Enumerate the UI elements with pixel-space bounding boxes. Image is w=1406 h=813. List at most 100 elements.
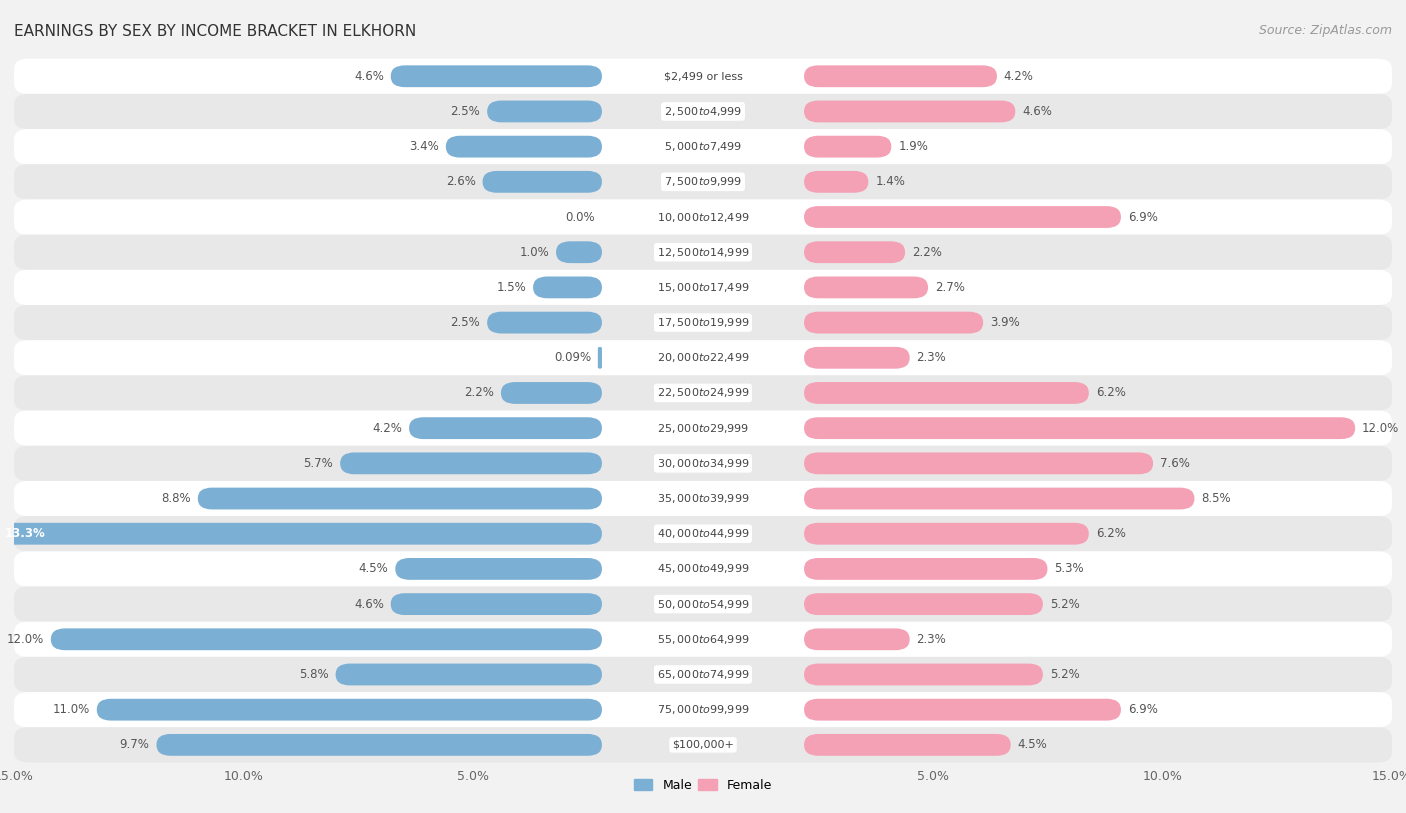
FancyBboxPatch shape: [482, 171, 602, 193]
FancyBboxPatch shape: [14, 622, 1392, 657]
Text: $50,000 to $54,999: $50,000 to $54,999: [657, 598, 749, 611]
Text: 2.2%: 2.2%: [464, 386, 494, 399]
Text: 7.6%: 7.6%: [1160, 457, 1189, 470]
FancyBboxPatch shape: [804, 488, 1195, 510]
FancyBboxPatch shape: [804, 276, 928, 298]
FancyBboxPatch shape: [391, 65, 602, 87]
Text: 2.3%: 2.3%: [917, 351, 946, 364]
Text: 5.2%: 5.2%: [1050, 668, 1080, 681]
Text: 5.2%: 5.2%: [1050, 598, 1080, 611]
FancyBboxPatch shape: [51, 628, 602, 650]
Text: 5.8%: 5.8%: [299, 668, 329, 681]
FancyBboxPatch shape: [486, 101, 602, 123]
FancyBboxPatch shape: [395, 558, 602, 580]
FancyBboxPatch shape: [804, 523, 1088, 545]
Text: $55,000 to $64,999: $55,000 to $64,999: [657, 633, 749, 646]
FancyBboxPatch shape: [340, 453, 602, 474]
Text: 4.6%: 4.6%: [354, 70, 384, 83]
FancyBboxPatch shape: [804, 171, 869, 193]
FancyBboxPatch shape: [14, 692, 1392, 728]
Text: 8.5%: 8.5%: [1201, 492, 1232, 505]
Text: 2.2%: 2.2%: [912, 246, 942, 259]
FancyBboxPatch shape: [14, 235, 1392, 270]
FancyBboxPatch shape: [804, 136, 891, 158]
Text: 3.4%: 3.4%: [409, 140, 439, 153]
FancyBboxPatch shape: [804, 663, 1043, 685]
Text: 1.5%: 1.5%: [496, 281, 526, 294]
Text: 1.0%: 1.0%: [519, 246, 550, 259]
FancyBboxPatch shape: [804, 65, 997, 87]
Text: $75,000 to $99,999: $75,000 to $99,999: [657, 703, 749, 716]
Text: 4.2%: 4.2%: [1004, 70, 1033, 83]
Text: $30,000 to $34,999: $30,000 to $34,999: [657, 457, 749, 470]
FancyBboxPatch shape: [598, 347, 602, 368]
FancyBboxPatch shape: [14, 516, 1392, 551]
FancyBboxPatch shape: [14, 551, 1392, 586]
FancyBboxPatch shape: [486, 311, 602, 333]
FancyBboxPatch shape: [804, 698, 1121, 720]
FancyBboxPatch shape: [14, 728, 1392, 763]
FancyBboxPatch shape: [804, 453, 1153, 474]
FancyBboxPatch shape: [533, 276, 602, 298]
Text: 13.3%: 13.3%: [4, 527, 45, 540]
FancyBboxPatch shape: [501, 382, 602, 404]
FancyBboxPatch shape: [409, 417, 602, 439]
FancyBboxPatch shape: [804, 241, 905, 263]
Text: 5.7%: 5.7%: [304, 457, 333, 470]
FancyBboxPatch shape: [14, 305, 1392, 340]
FancyBboxPatch shape: [14, 164, 1392, 199]
FancyBboxPatch shape: [804, 628, 910, 650]
Text: $2,499 or less: $2,499 or less: [664, 72, 742, 81]
FancyBboxPatch shape: [14, 411, 1392, 446]
FancyBboxPatch shape: [804, 417, 1355, 439]
Text: 9.7%: 9.7%: [120, 738, 149, 751]
Text: 0.09%: 0.09%: [554, 351, 591, 364]
Text: $5,000 to $7,499: $5,000 to $7,499: [664, 140, 742, 153]
Text: 1.4%: 1.4%: [875, 176, 905, 189]
Text: 12.0%: 12.0%: [1362, 422, 1399, 435]
Text: $20,000 to $22,499: $20,000 to $22,499: [657, 351, 749, 364]
FancyBboxPatch shape: [198, 488, 602, 510]
FancyBboxPatch shape: [14, 129, 1392, 164]
Text: 2.5%: 2.5%: [450, 316, 481, 329]
Text: 4.5%: 4.5%: [359, 563, 388, 576]
Text: 4.2%: 4.2%: [373, 422, 402, 435]
Text: $2,500 to $4,999: $2,500 to $4,999: [664, 105, 742, 118]
FancyBboxPatch shape: [804, 734, 1011, 756]
Text: 2.3%: 2.3%: [917, 633, 946, 646]
Text: Source: ZipAtlas.com: Source: ZipAtlas.com: [1258, 24, 1392, 37]
Text: 11.0%: 11.0%: [52, 703, 90, 716]
FancyBboxPatch shape: [804, 593, 1043, 615]
FancyBboxPatch shape: [14, 586, 1392, 622]
Text: 2.6%: 2.6%: [446, 176, 475, 189]
Text: $25,000 to $29,999: $25,000 to $29,999: [657, 422, 749, 435]
Text: 2.7%: 2.7%: [935, 281, 965, 294]
FancyBboxPatch shape: [804, 558, 1047, 580]
Text: 6.9%: 6.9%: [1128, 703, 1157, 716]
FancyBboxPatch shape: [97, 698, 602, 720]
Text: $45,000 to $49,999: $45,000 to $49,999: [657, 563, 749, 576]
Text: 4.6%: 4.6%: [354, 598, 384, 611]
Text: $7,500 to $9,999: $7,500 to $9,999: [664, 176, 742, 189]
Text: 4.5%: 4.5%: [1018, 738, 1047, 751]
FancyBboxPatch shape: [14, 59, 1392, 93]
Text: 5.3%: 5.3%: [1054, 563, 1084, 576]
FancyBboxPatch shape: [14, 376, 1392, 411]
FancyBboxPatch shape: [14, 657, 1392, 692]
FancyBboxPatch shape: [804, 311, 983, 333]
FancyBboxPatch shape: [14, 446, 1392, 481]
Text: $12,500 to $14,999: $12,500 to $14,999: [657, 246, 749, 259]
Text: $15,000 to $17,499: $15,000 to $17,499: [657, 281, 749, 294]
Text: $65,000 to $74,999: $65,000 to $74,999: [657, 668, 749, 681]
Text: 4.6%: 4.6%: [1022, 105, 1052, 118]
FancyBboxPatch shape: [14, 340, 1392, 376]
FancyBboxPatch shape: [14, 93, 1392, 129]
FancyBboxPatch shape: [0, 523, 602, 545]
FancyBboxPatch shape: [336, 663, 602, 685]
Text: $40,000 to $44,999: $40,000 to $44,999: [657, 527, 749, 540]
Text: $10,000 to $12,499: $10,000 to $12,499: [657, 211, 749, 224]
Text: 2.5%: 2.5%: [450, 105, 481, 118]
Text: $100,000+: $100,000+: [672, 740, 734, 750]
Text: $17,500 to $19,999: $17,500 to $19,999: [657, 316, 749, 329]
Text: $22,500 to $24,999: $22,500 to $24,999: [657, 386, 749, 399]
